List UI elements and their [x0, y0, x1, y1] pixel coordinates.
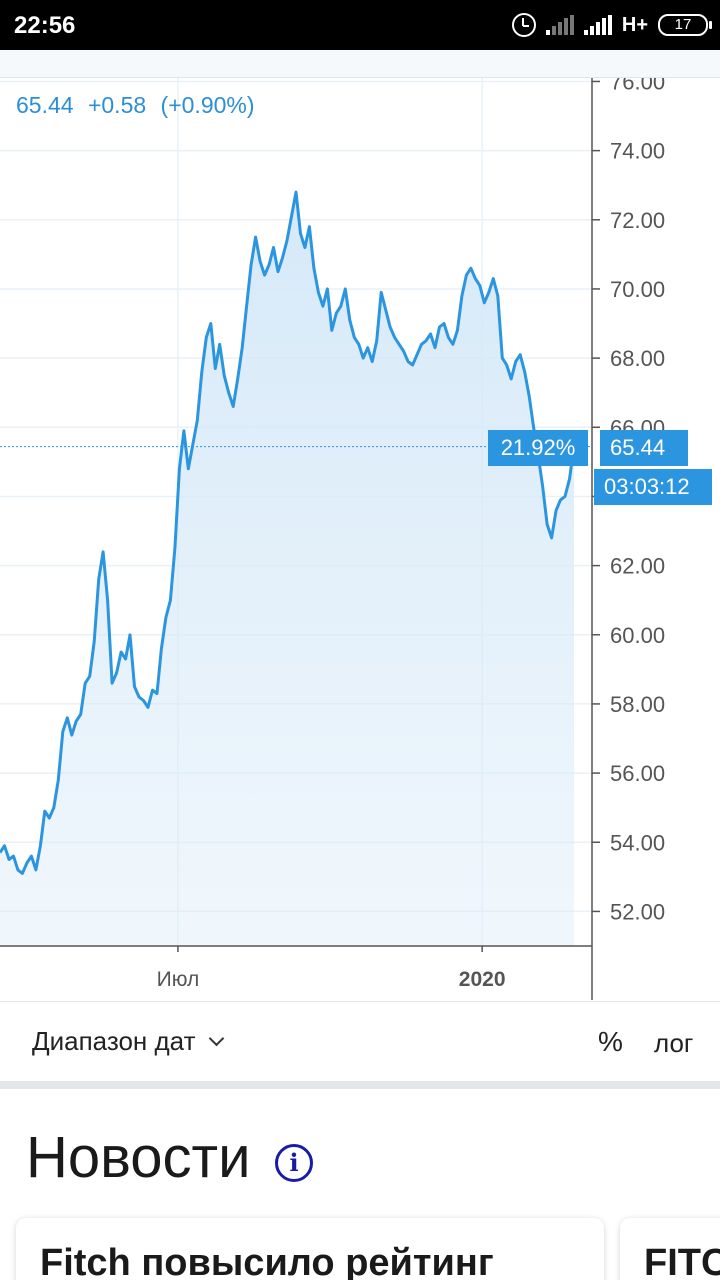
- y-tick-label: 58.00: [610, 692, 665, 717]
- quote-price: 65.44: [16, 92, 74, 118]
- y-tick-label: 70.00: [610, 277, 665, 302]
- alarm-icon: [511, 13, 536, 37]
- price-chart[interactable]: 52.0054.0056.0058.0060.0062.0064.0066.00…: [0, 78, 720, 1000]
- quote-line: 65.44 +0.58 (+0.90%): [16, 92, 263, 119]
- signal-icon: [545, 15, 574, 35]
- y-tick-label: 76.00: [610, 78, 665, 94]
- y-tick-label: 56.00: [610, 761, 665, 786]
- y-tick-label: 72.00: [610, 208, 665, 233]
- y-tick-label: 68.00: [610, 346, 665, 371]
- chevron-down-icon: [209, 1030, 225, 1047]
- x-tick-label: Июл: [157, 968, 200, 991]
- price-badge: 65.44: [600, 430, 688, 466]
- news-card-title: Fitch повысило рейтинг: [40, 1242, 494, 1280]
- percent-badge: 21.92%: [488, 430, 588, 466]
- y-tick-label: 74.00: [610, 139, 665, 164]
- battery-icon: 17: [658, 14, 712, 36]
- news-card[interactable]: FITC: [620, 1218, 720, 1280]
- percent-toggle[interactable]: %: [598, 1026, 623, 1057]
- signal-icon: [583, 15, 612, 35]
- info-icon[interactable]: i: [275, 1144, 313, 1182]
- status-bar: 22:56 H+ 17: [0, 0, 720, 50]
- time-badge: 03:03:12: [594, 469, 712, 505]
- x-tick-label: 2020: [459, 968, 506, 991]
- status-time: 22:56: [14, 12, 76, 39]
- status-icons: H+ 17: [511, 11, 712, 39]
- price-line: [0, 190, 576, 875]
- quote-change-pct: (+0.90%): [160, 92, 255, 118]
- chart-controls: Диапазон дат % лог: [0, 1001, 720, 1081]
- news-card[interactable]: Fitch повысило рейтинг: [16, 1218, 604, 1280]
- y-tick-label: 54.00: [610, 830, 665, 855]
- y-tick-label: 52.00: [610, 899, 665, 924]
- y-tick-label: 62.00: [610, 554, 665, 579]
- network-type: H+: [621, 13, 648, 36]
- log-toggle[interactable]: лог: [654, 1028, 694, 1058]
- news-heading: Новости: [26, 1125, 251, 1190]
- chart-top-strip: [0, 50, 720, 78]
- section-divider: [0, 1081, 720, 1089]
- date-range-label: Диапазон дат: [32, 1026, 196, 1056]
- date-range-dropdown[interactable]: Диапазон дат: [32, 1026, 225, 1057]
- chart-svg[interactable]: 52.0054.0056.0058.0060.0062.0064.0066.00…: [0, 78, 720, 1000]
- price-area: [0, 192, 574, 947]
- quote-change: +0.58: [87, 92, 147, 118]
- y-tick-label: 60.00: [610, 623, 665, 648]
- news-card-title: FITC: [644, 1242, 720, 1280]
